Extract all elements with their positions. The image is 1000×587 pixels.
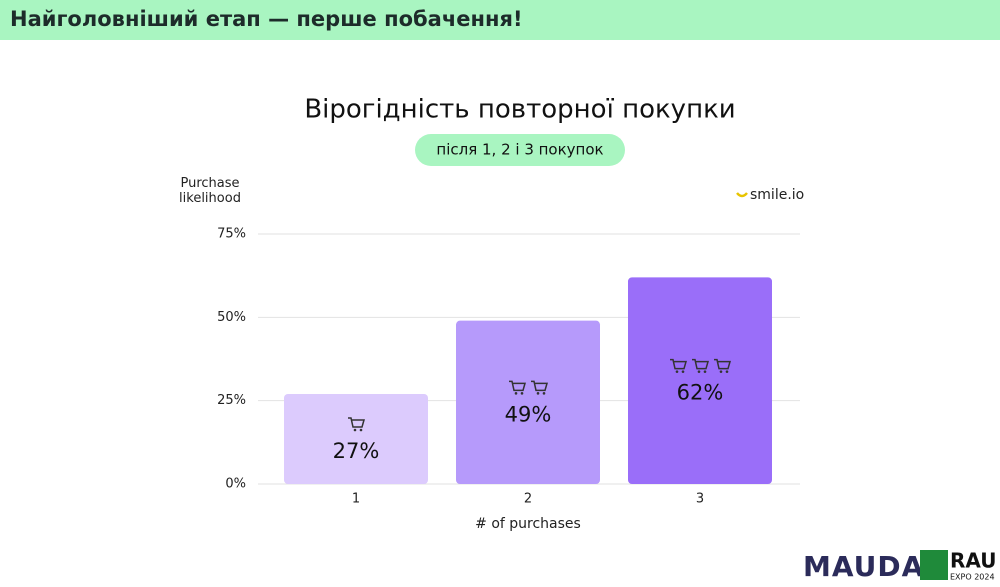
source-icon [736,192,748,198]
cart-wheel [536,392,540,395]
cart-wheel [514,392,518,395]
plot: 0% 25% 50% 75% 1 27% 2 49% 3 62% [217,227,800,507]
x-axis-label: # of purchases [475,516,581,532]
value-label: 62% [677,381,724,405]
cart-wheel [703,370,707,373]
y-axis-label: Purchase likelihood [179,176,241,206]
bar [456,320,600,484]
bar [284,394,428,484]
x-tick-label: 2 [524,492,532,507]
cart-icon [692,358,709,370]
cart-wheel [542,392,546,395]
y-label-box: Purchase likelihood [179,176,241,206]
cart-icon [531,380,548,392]
y-tick-label: 0% [225,477,246,492]
chart-subtitle: після 1, 2 і 3 покупок [436,141,603,159]
cart-wheel [353,428,357,432]
y-tick-label: 25% [217,393,246,408]
cart-icon [670,358,687,370]
header-title: Найголовніший етап — перше побачення! [10,7,523,31]
y-tick-label: 50% [217,310,246,325]
cart-wheel [359,428,363,432]
cart-wheel [725,370,729,373]
cart-icon [509,380,526,392]
cart-icon [348,417,365,428]
cart-icon [714,358,731,370]
subtitle-pill [415,134,625,166]
value-label: 27% [333,439,380,463]
logo-rau: RAU [950,549,997,573]
value-label: 49% [505,402,552,426]
cart-wheel [675,370,679,373]
logo-rau-sub: EXPO 2024 [950,573,995,582]
cart-wheel [520,392,524,395]
chart-title: Вірогідність повторної покупки [304,95,735,125]
source: smile.io [750,187,804,203]
bar [628,277,772,484]
cart-wheel [681,370,685,373]
cart-wheel [697,370,701,373]
cart-wheel [719,370,723,373]
logo-rau-icon [920,550,948,580]
y-tick-label: 75% [217,227,246,242]
x-tick-label: 3 [696,492,704,507]
x-tick-label: 1 [352,492,360,507]
header-bar [0,0,1000,40]
